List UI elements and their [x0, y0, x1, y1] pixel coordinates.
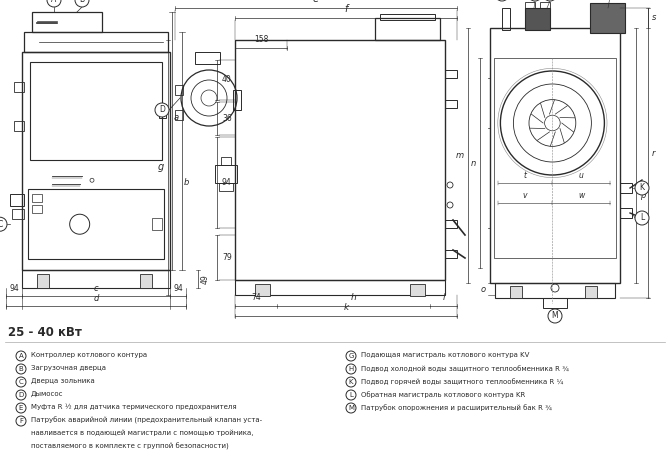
Polygon shape	[590, 3, 625, 33]
Circle shape	[346, 403, 356, 413]
Text: 94: 94	[173, 284, 183, 293]
Text: Дверца зольника: Дверца зольника	[31, 378, 94, 384]
Circle shape	[635, 181, 649, 195]
Polygon shape	[585, 286, 597, 298]
Text: навливается в подающей магистрали с помощью тройника,: навливается в подающей магистрали с помо…	[31, 430, 253, 437]
Text: u: u	[579, 171, 584, 180]
Text: B: B	[19, 366, 23, 372]
Text: L: L	[640, 213, 644, 222]
Text: g: g	[157, 162, 164, 173]
Text: n: n	[471, 159, 476, 167]
Circle shape	[16, 377, 26, 387]
Text: поставляемого в комплекте с группой безопасности): поставляемого в комплекте с группой безо…	[31, 443, 228, 450]
Circle shape	[0, 217, 7, 231]
Text: d: d	[93, 294, 98, 303]
Circle shape	[528, 0, 542, 1]
Text: 49: 49	[201, 274, 210, 284]
Circle shape	[346, 351, 356, 361]
Text: m: m	[456, 151, 464, 160]
Text: 36: 36	[222, 114, 232, 123]
Text: C: C	[19, 379, 23, 385]
Text: H: H	[348, 366, 354, 372]
Text: Подвод горячей воды защитного теплообменника R ¼: Подвод горячей воды защитного теплообмен…	[361, 378, 563, 385]
Text: 94: 94	[222, 178, 232, 187]
Circle shape	[16, 351, 26, 361]
Text: G: G	[348, 353, 354, 359]
Text: M: M	[348, 405, 354, 411]
Circle shape	[495, 0, 509, 1]
Text: Обратная магистраль котлового контура KR: Обратная магистраль котлового контура KR	[361, 391, 525, 398]
Text: Патрубок опорожнения и расширительный бак R ¾: Патрубок опорожнения и расширительный ба…	[361, 404, 552, 411]
Text: k: k	[343, 303, 348, 312]
Text: a: a	[174, 113, 179, 122]
Text: D: D	[18, 392, 23, 398]
Polygon shape	[255, 284, 270, 296]
Text: w: w	[578, 191, 584, 200]
Circle shape	[16, 390, 26, 400]
Circle shape	[16, 364, 26, 374]
Text: A: A	[19, 353, 23, 359]
Circle shape	[346, 390, 356, 400]
Circle shape	[155, 103, 169, 117]
Polygon shape	[140, 274, 152, 288]
Text: Подвод холодной воды защитного теплообменника R ¾: Подвод холодной воды защитного теплообме…	[361, 365, 569, 372]
Text: F: F	[19, 418, 23, 424]
Text: p: p	[640, 191, 645, 200]
Text: Дымосос: Дымосос	[31, 391, 64, 397]
Text: D: D	[159, 106, 165, 114]
Text: L: L	[349, 392, 353, 398]
Text: E: E	[19, 405, 23, 411]
Polygon shape	[410, 284, 425, 296]
Circle shape	[346, 377, 356, 387]
Text: 94: 94	[9, 284, 19, 293]
Circle shape	[16, 403, 26, 413]
Text: K: K	[349, 379, 353, 385]
Text: b: b	[184, 178, 190, 187]
Text: 40: 40	[222, 76, 232, 84]
Text: 79: 79	[222, 253, 232, 262]
Text: 158: 158	[254, 35, 268, 44]
Circle shape	[346, 364, 356, 374]
Text: 74: 74	[251, 293, 261, 302]
Text: K: K	[639, 183, 645, 192]
Circle shape	[75, 0, 89, 7]
Text: c: c	[94, 284, 98, 293]
Text: A: A	[52, 0, 57, 5]
Polygon shape	[510, 286, 522, 298]
Text: o: o	[481, 285, 486, 294]
Text: C: C	[0, 219, 3, 229]
Text: Загрузочная дверца: Загрузочная дверца	[31, 365, 106, 371]
Circle shape	[543, 0, 557, 1]
Text: e: e	[313, 0, 319, 4]
Polygon shape	[37, 274, 49, 288]
Text: l: l	[442, 293, 445, 302]
Text: f: f	[344, 4, 348, 14]
Text: 25 - 40 кВт: 25 - 40 кВт	[8, 326, 82, 339]
Text: Муфта R ½ для датчика термического предохранителя: Муфта R ½ для датчика термического предо…	[31, 404, 237, 410]
Text: Патрубок аварийной линии (предохранительный клапан уста-: Патрубок аварийной линии (предохранитель…	[31, 417, 262, 424]
Polygon shape	[525, 8, 550, 30]
Text: Контроллер котлового контура: Контроллер котлового контура	[31, 352, 147, 358]
Text: M: M	[551, 311, 558, 320]
Text: r: r	[652, 149, 655, 158]
Text: t: t	[524, 171, 527, 180]
Text: s: s	[652, 14, 657, 23]
Circle shape	[47, 0, 61, 7]
Text: h: h	[350, 293, 356, 302]
Circle shape	[635, 211, 649, 225]
Circle shape	[16, 416, 26, 426]
Circle shape	[548, 309, 562, 323]
Text: Подающая магистраль котлового контура KV: Подающая магистраль котлового контура KV	[361, 352, 529, 358]
Text: B: B	[80, 0, 84, 5]
Text: v: v	[523, 191, 527, 200]
